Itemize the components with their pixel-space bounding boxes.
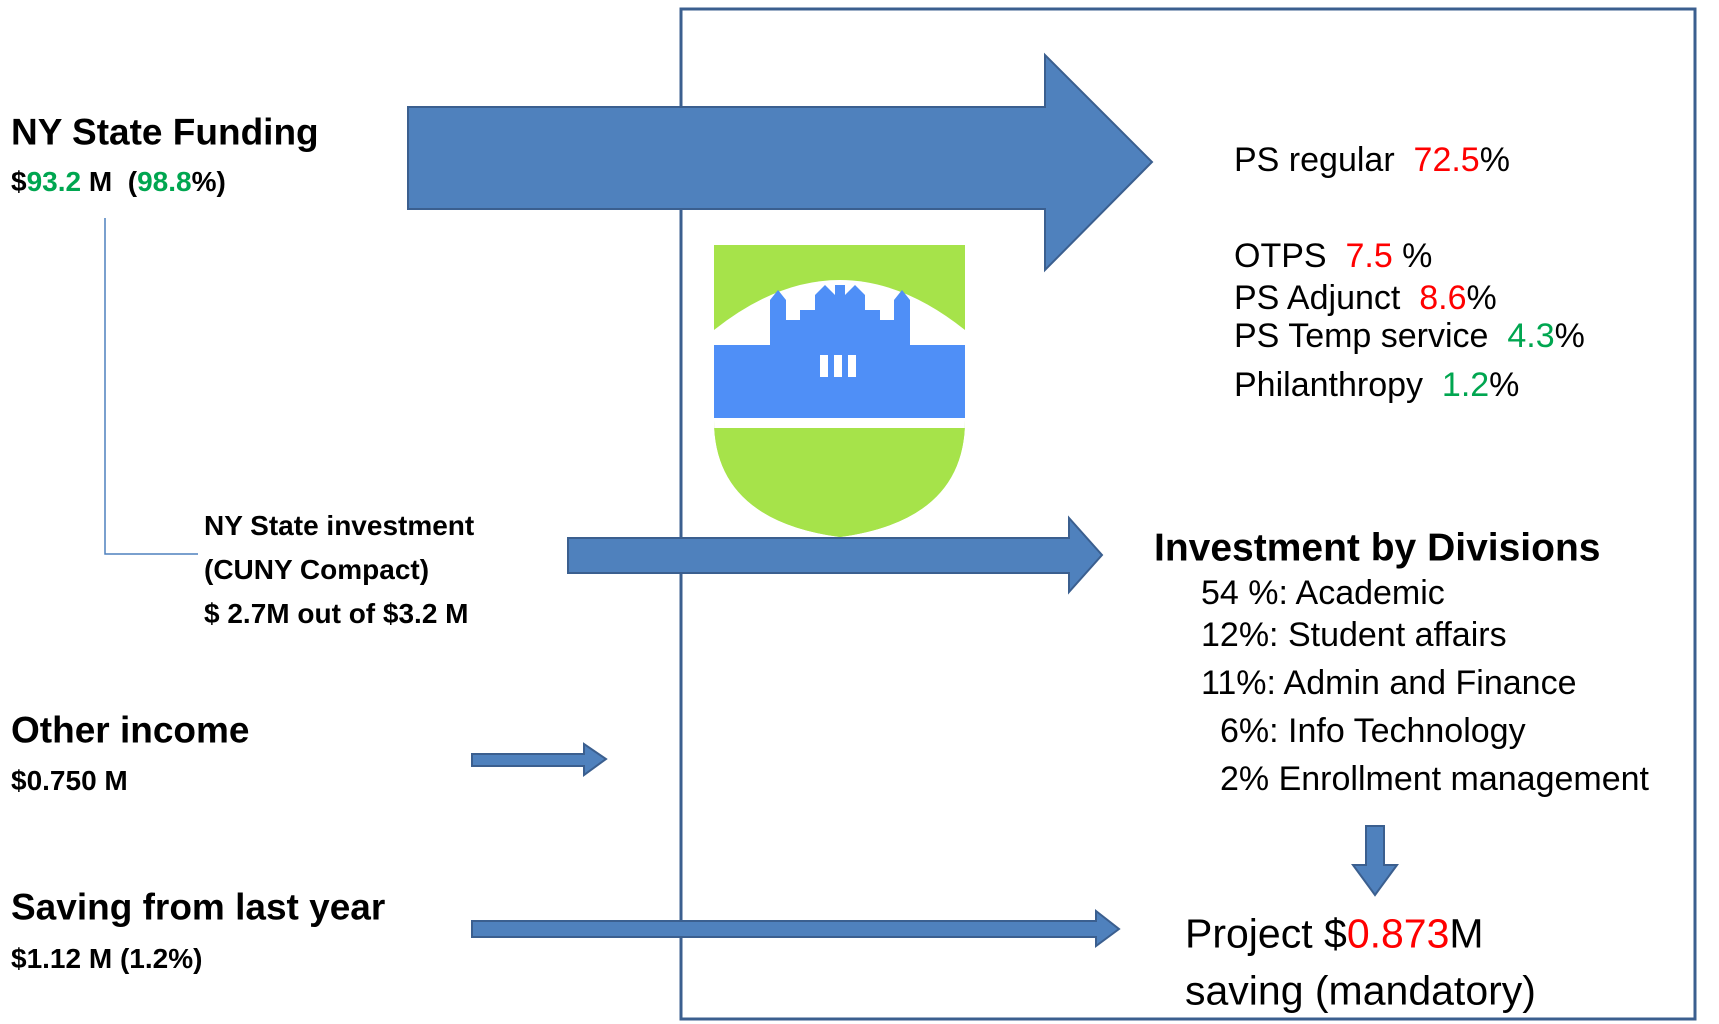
value: 4.3	[1507, 317, 1555, 355]
text: %	[1479, 141, 1510, 179]
text: PS Temp service	[1234, 317, 1508, 355]
text: %	[1392, 237, 1433, 275]
arrow	[471, 908, 1121, 948]
investment-line: NY State investment	[204, 510, 475, 541]
source-detail: $1.12 M (1.2%)	[11, 943, 203, 974]
divisions-title: Investment by Divisions	[1154, 526, 1601, 570]
value: 98.8	[137, 166, 192, 197]
value: 93.2	[26, 166, 82, 197]
division-item: 2% Enrollment management	[1220, 760, 1650, 798]
text: %	[1489, 366, 1520, 404]
division-item: 54 %: Academic	[1201, 574, 1445, 612]
spending-item: PS Adjunct 8.6%	[1234, 281, 1497, 315]
projection-line: Project $0.873M	[1185, 910, 1484, 957]
value: 0.873	[1346, 910, 1450, 957]
source-detail: $93.2 M (98.8%)	[11, 168, 226, 196]
text: OTPS	[1234, 237, 1346, 275]
spending-item: PS Temp service 4.3%	[1234, 319, 1585, 353]
spending-item: PS regular 72.5%	[1234, 143, 1510, 177]
source-detail: $0.750 M	[11, 765, 128, 796]
text: PS regular	[1234, 141, 1414, 179]
investment-line: (CUNY Compact)	[204, 554, 430, 585]
source-title: Other income	[11, 709, 250, 751]
arrow	[407, 52, 1154, 273]
text: PS Adjunct	[1234, 279, 1420, 317]
text: $	[11, 166, 27, 197]
text: M	[1449, 910, 1484, 957]
division-item: 11%: Admin and Finance	[1201, 664, 1577, 702]
arrow	[471, 742, 608, 777]
connector	[104, 218, 198, 555]
division-item: 12%: Student affairs	[1201, 616, 1507, 654]
value: 8.6	[1419, 279, 1467, 317]
logo	[714, 245, 965, 537]
text: M (	[81, 166, 138, 197]
arrow	[567, 515, 1104, 595]
investment-line: $ 2.7M out of $3.2 M	[204, 598, 469, 629]
frame	[679, 7, 1697, 1021]
text: Project $	[1185, 910, 1347, 957]
source-title: NY State Funding	[11, 111, 319, 153]
spending-item: Philanthropy 1.2%	[1234, 368, 1519, 402]
arrow	[1351, 825, 1399, 897]
value: 7.5	[1345, 237, 1393, 275]
source-title: Saving from last year	[11, 886, 386, 928]
text: %)	[191, 166, 226, 197]
value: 72.5	[1413, 141, 1480, 179]
spending-item: OTPS 7.5 %	[1234, 239, 1432, 273]
text: Philanthropy	[1234, 366, 1442, 404]
text: %	[1466, 279, 1497, 317]
value: 1.2	[1441, 366, 1490, 404]
projection-line: saving (mandatory)	[1185, 967, 1536, 1014]
text: %	[1554, 317, 1585, 355]
division-item: 6%: Info Technology	[1220, 712, 1526, 750]
